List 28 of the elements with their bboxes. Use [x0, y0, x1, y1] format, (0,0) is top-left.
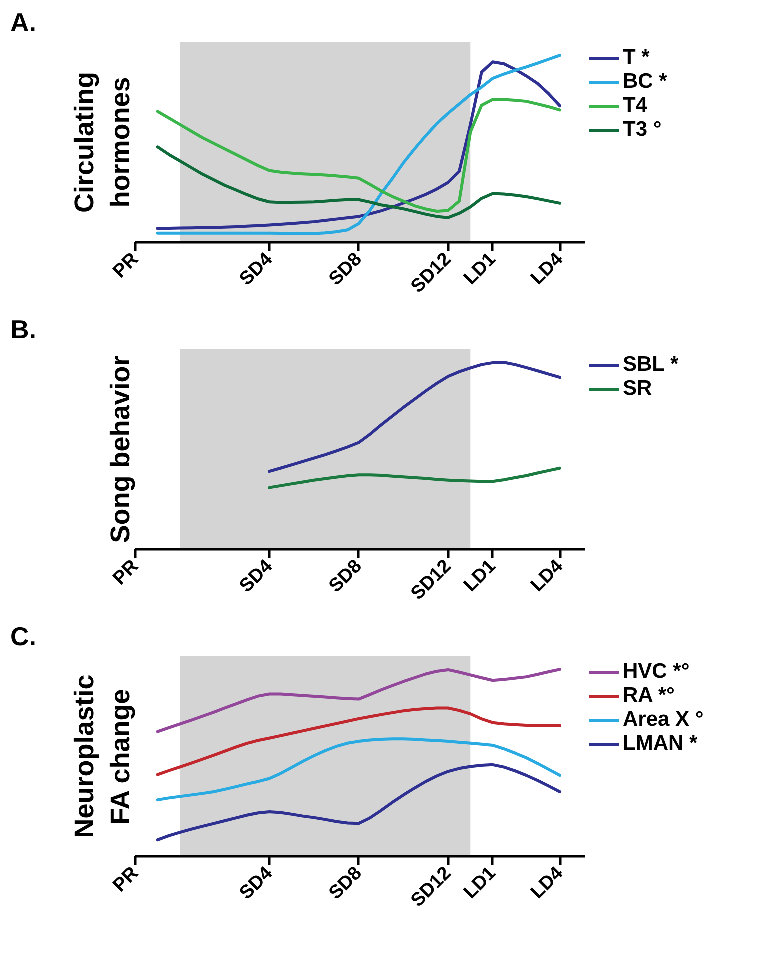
legend-label: BC * — [623, 70, 668, 94]
x-tick-label: SD4 — [236, 248, 278, 290]
legend-label: T * — [623, 46, 650, 70]
legend-label: SBL * — [623, 353, 679, 377]
chart-title: C. — [10, 622, 36, 652]
legend-label: SR — [623, 377, 652, 401]
x-tick-label: LD1 — [460, 862, 501, 904]
legend-label: RA *° — [623, 684, 675, 708]
x-tick-label: SD4 — [236, 556, 278, 598]
legend-label: T3 ° — [623, 118, 662, 142]
x-tick-label: LD1 — [460, 556, 501, 596]
x-tick-label: LD1 — [460, 248, 501, 290]
x-tick-label: PR — [109, 862, 144, 897]
legend-label: HVC *° — [623, 660, 690, 684]
x-tick-label: SD8 — [325, 863, 366, 904]
y-axis-title: Circulating hormones — [70, 72, 136, 214]
x-tick-label: SD8 — [325, 556, 366, 598]
x-tick-label: SD4 — [236, 862, 278, 904]
y-axis-title: Song behavior — [106, 355, 136, 544]
x-tick-label: PR — [109, 556, 144, 590]
y-axis-title: Neuroplastic FA change — [70, 674, 136, 838]
x-tick-label: PR — [109, 248, 144, 283]
legend-label: LMAN * — [623, 732, 698, 756]
chart-title: A. — [10, 8, 36, 38]
x-tick-label: SD8 — [325, 249, 366, 290]
legend-label: T4 — [623, 94, 648, 118]
chart-title: B. — [10, 314, 36, 344]
legend-label: Area X ° — [623, 708, 704, 732]
